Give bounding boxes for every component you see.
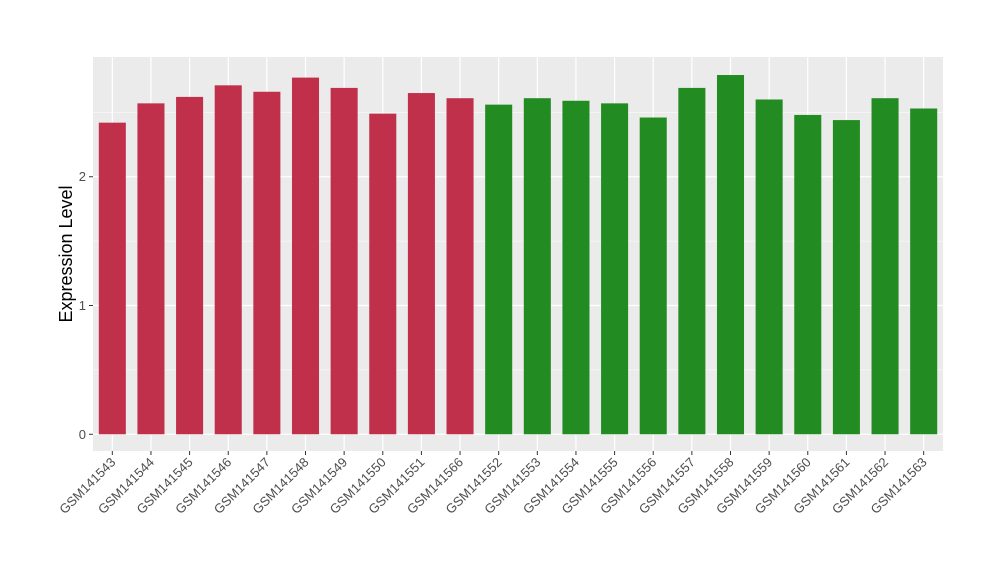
bar-GSM141543 — [98, 122, 126, 435]
y-tick-label: 0 — [79, 427, 86, 442]
bar-GSM141559 — [755, 99, 783, 435]
bar-GSM141558 — [716, 75, 745, 435]
bar-GSM141563 — [910, 108, 938, 435]
bar-GSM141551 — [407, 93, 435, 435]
bar-GSM141562 — [871, 98, 899, 435]
bar-GSM141560 — [794, 114, 822, 435]
y-tick-label: 2 — [79, 169, 86, 184]
x-axis: GSM141543GSM141544GSM141545GSM141546GSM1… — [56, 451, 930, 517]
bar-GSM141549 — [330, 87, 358, 435]
bar-GSM141548 — [291, 77, 320, 435]
bar-GSM141552 — [485, 104, 513, 435]
bar-GSM141545 — [176, 96, 204, 435]
bar-GSM141547 — [253, 91, 281, 435]
bars — [98, 75, 938, 435]
bar-GSM141550 — [369, 113, 397, 435]
bar-GSM141544 — [137, 103, 165, 435]
y-axis-title: Expression Level — [56, 185, 76, 322]
y-tick-label: 1 — [79, 298, 86, 313]
bar-GSM141553 — [523, 98, 551, 435]
bar-GSM141561 — [832, 120, 860, 435]
y-axis: 0 1 2 — [79, 169, 93, 442]
bar-GSM141557 — [678, 87, 706, 435]
bar-GSM141546 — [214, 85, 242, 435]
bar-GSM141556 — [639, 117, 667, 435]
bar-GSM141554 — [562, 100, 590, 435]
bar-GSM141555 — [601, 103, 629, 435]
bar-GSM141566 — [446, 98, 474, 435]
